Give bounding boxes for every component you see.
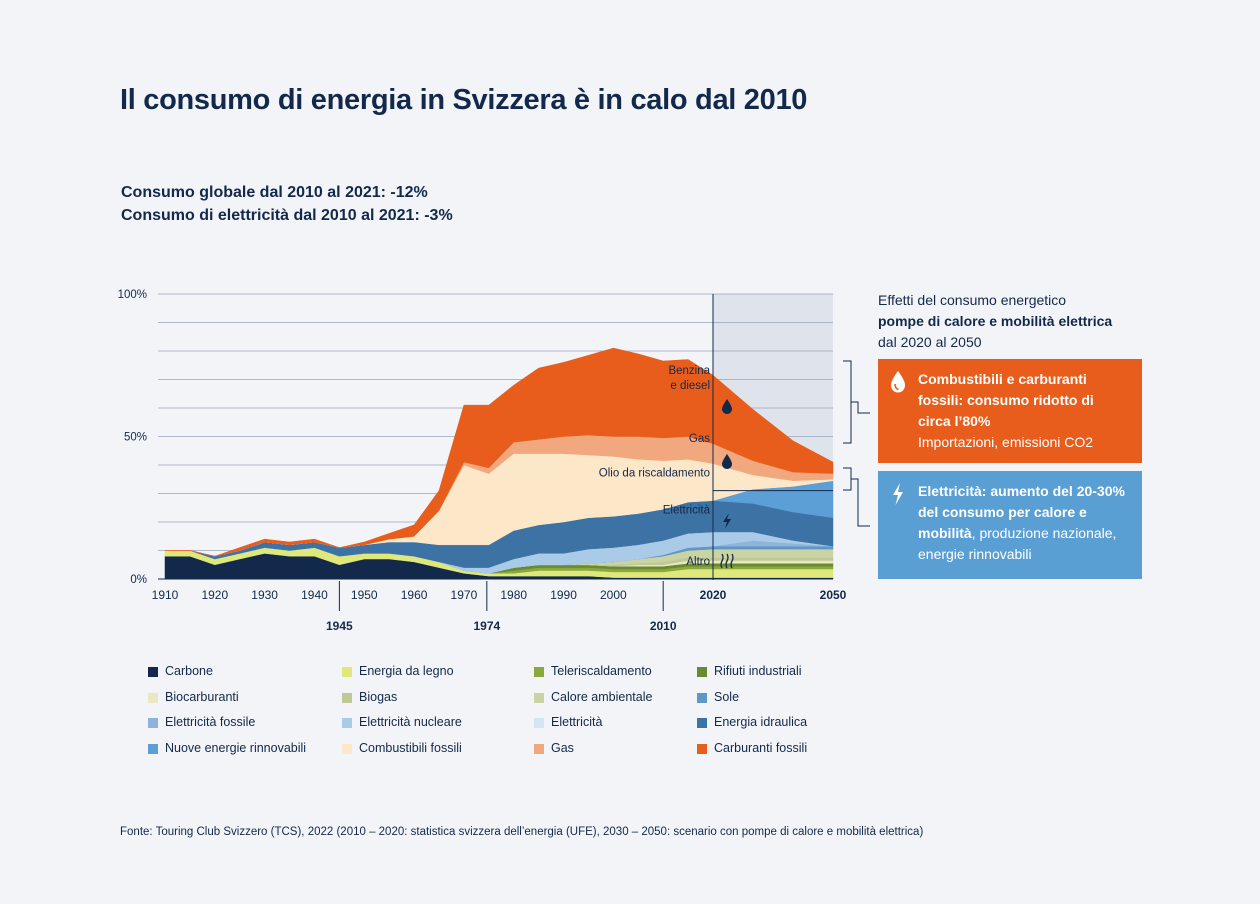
x-tick-label: 1950: [351, 588, 378, 602]
legend-label: Gas: [551, 740, 574, 755]
legend-swatch: [342, 692, 352, 703]
legend-swatch: [697, 718, 707, 728]
legend-label: Calore ambientale: [551, 689, 653, 704]
electricity-box: Elettricità: aumento del 20-30% del cons…: [878, 471, 1142, 579]
x-tick-label: 2050: [820, 588, 847, 602]
fossil-bracket: [843, 360, 852, 444]
x-tick-label: 2000: [600, 588, 627, 602]
area-carburanti-fossili: [165, 347, 834, 557]
x-tick-label: 1930: [251, 588, 278, 602]
legend-swatch: [342, 743, 352, 754]
legend-swatch: [148, 718, 158, 728]
electricity-bracket-connector: [851, 478, 870, 527]
legend-swatch: [534, 667, 544, 677]
y-tick-label: 50%: [124, 432, 147, 444]
fossil-box-detail: Importazioni, emissioni CO2: [918, 434, 1094, 450]
subtitle-global: Consumo globale dal 2010 al 2021: -12%: [121, 184, 428, 201]
subtitle-electricity: Consumo di elettricità dal 2010 al 2021:…: [121, 207, 453, 224]
lightning-icon: [893, 483, 903, 505]
source-note: Fonte: Touring Club Svizzero (TCS), 2022…: [120, 826, 924, 838]
legend-swatch: [148, 743, 158, 754]
x-tick-label: 1990: [550, 588, 577, 602]
area-label: Benzina e diesel: [668, 365, 710, 392]
legend-swatch: [534, 743, 544, 754]
legend-swatch: [148, 667, 158, 677]
heat-icon: [720, 553, 734, 569]
energy-chart: 100% 50% 0% 1910 1920 1930 1940 1950 1960 1970 198…: [118, 289, 870, 633]
x-tick-label: 1980: [500, 588, 527, 602]
fossil-fuels-box: Combustibili e carburanti fossili: consu…: [878, 359, 1142, 463]
legend-label: Elettricità: [551, 715, 603, 729]
legend-swatch: [534, 718, 544, 728]
legend-label: Carbone: [165, 664, 213, 678]
x-tick-label: 1910: [152, 588, 179, 602]
legend-swatch: [342, 718, 352, 728]
subtitle: Consumo globale dal 2010 al 2021: -12% C…: [121, 181, 453, 227]
legend-label: Sole: [714, 689, 740, 704]
legend-label: Combustibili fossili: [359, 740, 462, 755]
side-heading-line2: pompe di calore e mobilità elettrica: [878, 313, 1113, 329]
x-tick-label: 1940: [301, 588, 328, 602]
side-heading-line1: Effetti del consumo energetico: [878, 292, 1067, 308]
side-heading: Effetti del consumo energetico pompe di …: [878, 290, 1112, 353]
legend-label: Teleriscaldamento: [551, 664, 652, 678]
legend-swatch: [342, 667, 352, 677]
page-title: Il consumo di energia in Svizzera è in c…: [120, 84, 808, 116]
area-label: Elettricità: [663, 504, 711, 516]
legend-label: Biocarburanti: [165, 689, 239, 704]
area-label: Altro: [686, 556, 710, 568]
legend-label: Energia da legno: [359, 664, 454, 678]
fossil-box-title: Combustibili e carburanti fossili: consu…: [918, 371, 1094, 429]
legend-label: Energia idraulica: [714, 715, 808, 729]
x-marker-label: 1974: [473, 619, 500, 633]
x-tick-label: 2020: [700, 588, 727, 602]
legend-label: Carburanti fossili: [714, 740, 808, 755]
x-marker-label: 2010: [650, 619, 677, 633]
x-tick-label: 1920: [201, 588, 228, 602]
fossil-bracket-connector: [851, 401, 870, 414]
area-label: Gas: [689, 433, 710, 445]
legend-label: Elettricità fossile: [165, 715, 256, 729]
elec-box-text: Elettricità: aumento del 20-30% del cons…: [918, 483, 1125, 562]
legend-label: Nuove energie rinnovabili: [165, 740, 307, 755]
legend-swatch: [697, 743, 707, 754]
x-marker-label: 1945: [326, 619, 353, 633]
y-tick-label: 100%: [118, 289, 147, 301]
legend-label: Rifiuti industriali: [714, 664, 802, 678]
legend-swatch: [697, 667, 707, 677]
legend-swatch: [697, 692, 707, 703]
legend-label: Elettricità nucleare: [359, 715, 462, 729]
legend-swatch: [534, 692, 544, 703]
legend-swatch: [148, 692, 158, 703]
x-tick-label: 1960: [401, 588, 428, 602]
y-tick-label: 0%: [130, 574, 147, 586]
side-heading-line3: dal 2020 al 2050: [878, 334, 982, 350]
drop-icon: [722, 454, 732, 469]
lightning-icon: [723, 513, 731, 529]
legend-label: Biogas: [359, 689, 398, 704]
drop-icon: [722, 399, 732, 414]
drop-icon: [891, 371, 905, 393]
area-label: Olio da riscaldamento: [599, 467, 710, 479]
x-tick-label: 1970: [451, 588, 478, 602]
electricity-bracket: [843, 467, 852, 491]
